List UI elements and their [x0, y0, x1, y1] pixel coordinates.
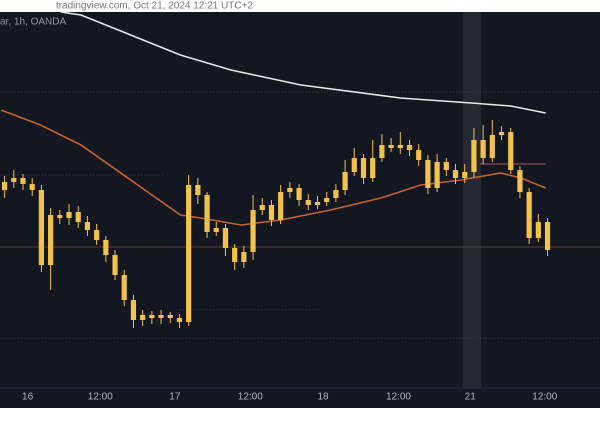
x-tick-label: 12:00	[532, 392, 557, 403]
candle-body	[526, 192, 532, 238]
candle-body	[112, 255, 118, 275]
candle-body	[360, 158, 367, 178]
candle-body	[434, 162, 440, 188]
candle-body	[314, 202, 321, 205]
x-tick-label: 12:00	[88, 392, 113, 403]
candle-body	[452, 170, 459, 178]
candle-body	[57, 215, 63, 218]
candle-body	[186, 185, 192, 322]
candle-body	[121, 275, 127, 300]
highlight-band	[463, 12, 481, 388]
x-tick-label: 12:00	[386, 392, 411, 403]
candle-body	[333, 190, 339, 198]
candle-body	[388, 145, 394, 148]
candle-body	[232, 248, 238, 262]
header-bar	[0, 0, 600, 12]
candle-body	[103, 240, 109, 255]
candle-body	[397, 145, 403, 148]
x-tick-label: 16	[22, 392, 34, 403]
x-tick-label: 17	[169, 392, 181, 403]
candle-body	[544, 222, 551, 250]
candle-body	[462, 172, 468, 178]
candle-body	[94, 230, 100, 240]
candle-body	[2, 182, 8, 190]
candle-body	[204, 195, 210, 232]
candle-body	[406, 145, 413, 150]
candle-body	[140, 315, 146, 320]
candle-body	[425, 160, 431, 188]
candle-body	[149, 315, 155, 318]
candle-body	[489, 135, 495, 158]
candle-body	[379, 145, 385, 158]
candle-body	[222, 228, 229, 248]
candle-body	[305, 200, 311, 205]
candle-body	[84, 222, 91, 230]
candle-body	[241, 252, 247, 262]
candle-body	[278, 192, 284, 220]
symbol-text: ar, 1h, OANDA	[0, 17, 66, 28]
x-tick-label: 12:00	[238, 392, 263, 403]
candle-body	[268, 205, 275, 220]
candle-body	[535, 222, 541, 238]
candle-body	[471, 140, 477, 172]
candle-body	[213, 228, 219, 232]
header-text: tradingview.com, Oct 21, 2024 12:21 UTC+…	[56, 1, 253, 12]
candle-body	[75, 212, 81, 222]
plot-background	[0, 12, 600, 408]
candle-body	[167, 315, 173, 318]
x-tick-label: 21	[465, 392, 477, 403]
candle-body	[443, 162, 449, 170]
candle-body	[508, 132, 514, 170]
x-tick-label: 18	[317, 392, 329, 403]
candle-body	[342, 172, 348, 190]
moving-average-line	[60, 11, 546, 114]
candle-body	[130, 300, 137, 320]
candle-body	[29, 184, 35, 190]
candle-body	[20, 178, 26, 184]
candle-body	[351, 158, 357, 172]
candle-body	[38, 190, 45, 265]
candle-body	[498, 132, 505, 135]
candle-body	[48, 215, 54, 265]
candle-body	[480, 140, 486, 158]
candle-body	[158, 315, 164, 318]
candle-body	[259, 205, 265, 210]
candle-body	[11, 178, 17, 182]
candle-body	[517, 170, 523, 192]
candle-body	[66, 212, 72, 218]
candle-body	[416, 150, 422, 160]
candle-body	[250, 210, 256, 252]
candle-body	[296, 188, 302, 200]
candle-body	[287, 188, 293, 192]
candle-body	[176, 318, 183, 322]
candle-body	[195, 185, 201, 195]
candle-body	[324, 198, 330, 202]
candle-body	[370, 158, 376, 178]
